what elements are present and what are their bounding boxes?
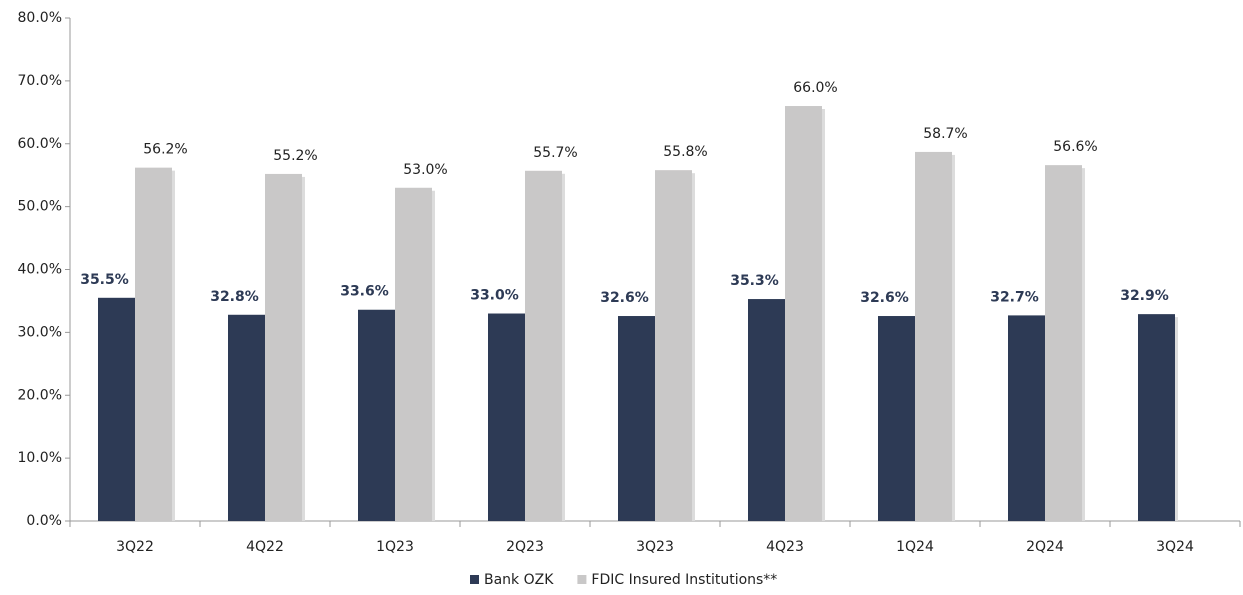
x-tick-label: 4Q23	[766, 539, 804, 555]
bar	[878, 316, 915, 521]
value-label: 53.0%	[403, 162, 447, 178]
y-tick-label: 80.0%	[18, 10, 62, 26]
bar	[265, 173, 302, 521]
bar	[98, 297, 135, 521]
y-tick-label: 40.0%	[18, 262, 62, 278]
value-label: 32.6%	[600, 290, 649, 306]
bar	[748, 299, 785, 521]
bar	[915, 151, 952, 521]
bar	[525, 170, 562, 521]
bar	[395, 187, 432, 521]
x-tick-label: 1Q24	[896, 539, 934, 555]
y-tick-label: 70.0%	[18, 73, 62, 89]
value-label: 32.7%	[990, 289, 1039, 305]
x-tick-label: 1Q23	[376, 539, 414, 555]
legend-label: FDIC Insured Institutions**	[591, 572, 777, 588]
value-label: 32.9%	[1120, 288, 1169, 304]
bar	[488, 313, 525, 521]
bar	[135, 167, 172, 521]
x-tick-label: 3Q23	[636, 539, 674, 555]
value-label: 32.8%	[210, 289, 259, 305]
x-tick-label: 3Q22	[116, 539, 154, 555]
value-label: 66.0%	[793, 80, 837, 96]
y-tick-label: 30.0%	[18, 324, 62, 340]
value-label: 55.2%	[273, 148, 317, 164]
y-tick-label: 50.0%	[18, 199, 62, 215]
x-tick-label: 3Q24	[1156, 539, 1194, 555]
value-label: 56.6%	[1053, 139, 1097, 155]
value-label: 35.3%	[730, 273, 779, 289]
value-label: 32.6%	[860, 290, 909, 306]
legend-swatch	[470, 575, 479, 584]
legend-swatch	[577, 575, 587, 584]
value-label: 33.0%	[470, 288, 519, 304]
value-label: 33.6%	[340, 284, 389, 300]
y-tick-label: 0.0%	[26, 513, 62, 529]
x-tick-label: 2Q24	[1026, 539, 1064, 555]
bar	[228, 314, 265, 521]
bar	[618, 316, 655, 521]
y-tick-label: 60.0%	[18, 136, 62, 152]
bar	[1045, 165, 1082, 521]
y-tick-label: 10.0%	[18, 450, 62, 466]
bar	[655, 170, 692, 521]
y-tick-label: 20.0%	[18, 387, 62, 403]
value-label: 56.2%	[143, 142, 187, 158]
x-tick-label: 4Q22	[246, 539, 284, 555]
value-label: 55.7%	[533, 145, 577, 161]
value-label: 55.8%	[663, 144, 707, 160]
value-label: 35.5%	[80, 272, 129, 288]
legend-label: Bank OZK	[484, 572, 554, 588]
bar	[785, 106, 822, 522]
bar	[358, 309, 395, 521]
value-label: 58.7%	[923, 126, 967, 142]
bar	[1138, 314, 1175, 521]
x-tick-label: 2Q23	[506, 539, 544, 555]
bar	[1008, 315, 1045, 521]
